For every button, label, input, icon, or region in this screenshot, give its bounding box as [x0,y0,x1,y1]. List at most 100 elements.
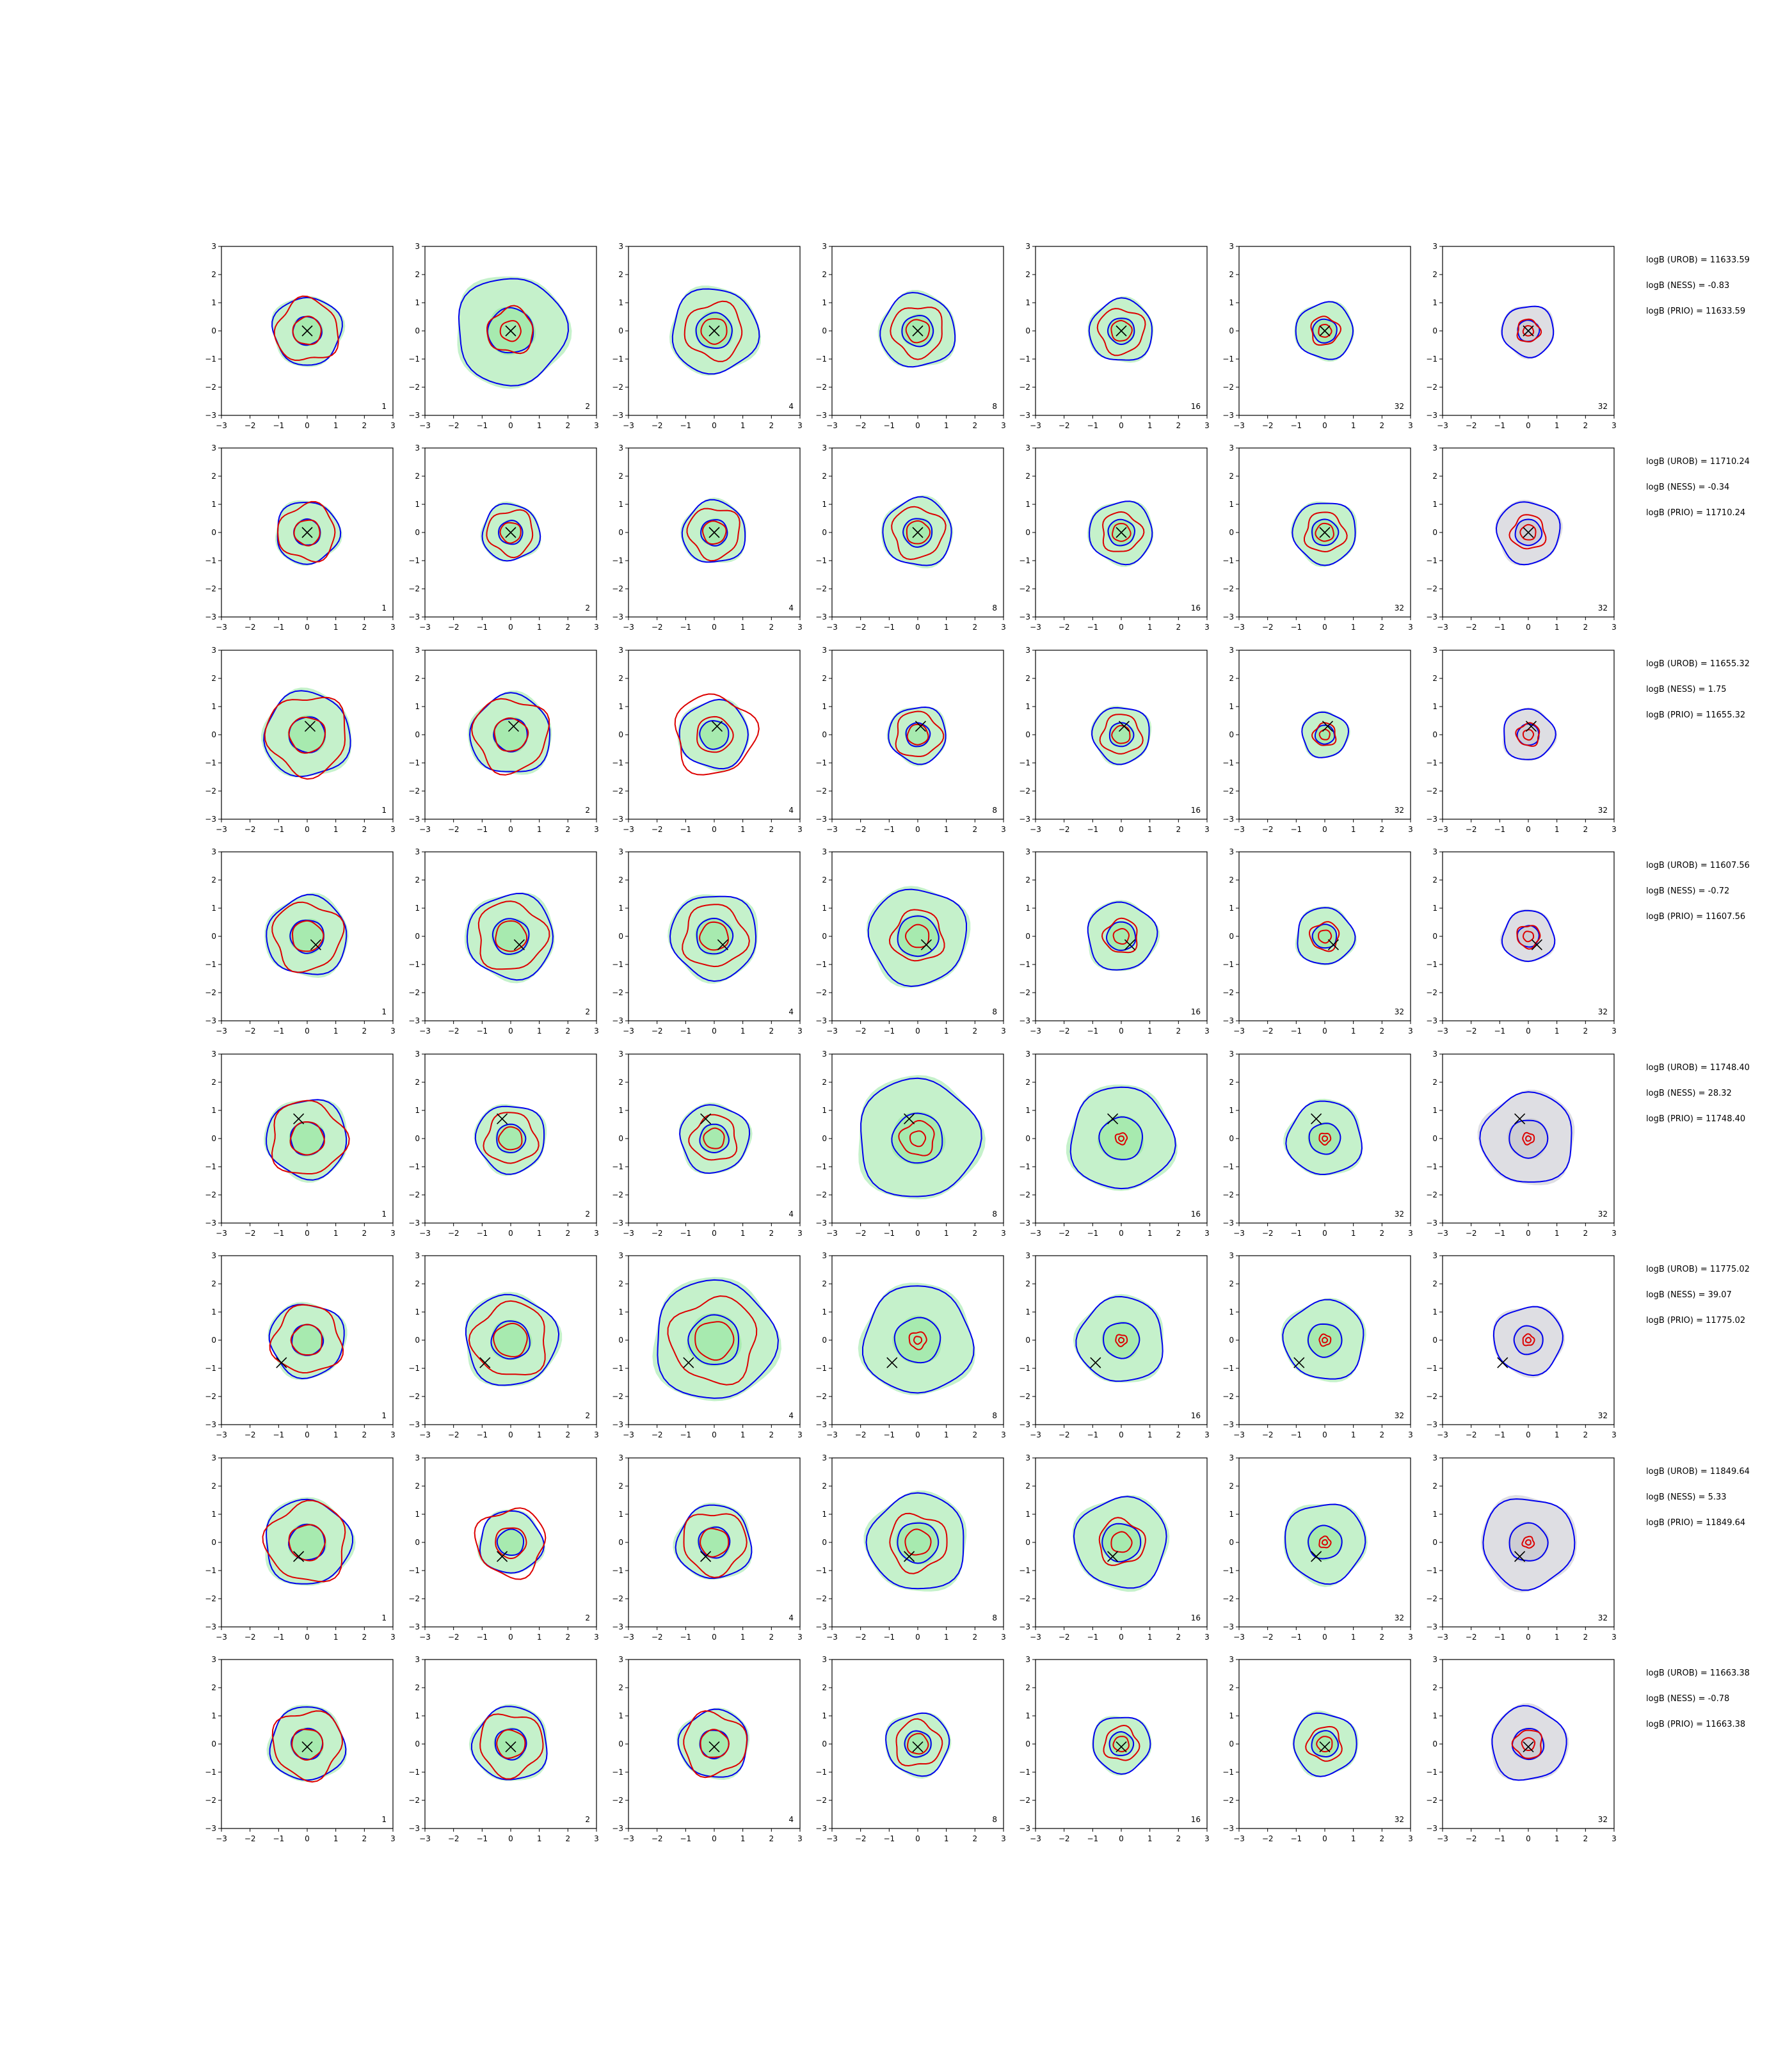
x-tick-label: 1 [1555,1229,1560,1238]
x-tick-label: −3 [1030,1834,1041,1843]
x-tick-label: 3 [390,1027,396,1036]
x-tick-label: −1 [273,1027,284,1036]
density-core [492,716,529,753]
x-tick-label: 3 [1204,1430,1210,1439]
subplot-r1-c3: −3−3 −2 −2 −1 −1 0 0 1 1 2 2 3 3 4 [612,242,803,430]
outer-contour [675,1504,753,1580]
x-tick-label: 0 [305,421,310,430]
outer-core-contour [1105,921,1137,951]
y-tick-label: −2 [408,1796,420,1805]
x-tick-label: 1 [1555,623,1560,632]
inner-contour [468,1300,546,1376]
y-tick-label: 3 [822,444,827,452]
y-tick-label: −3 [205,1219,216,1228]
outer-contour [1088,297,1153,361]
y-tick-label: 1 [1229,1711,1234,1720]
inner-core-contour [904,1528,932,1556]
x-tick-label: −3 [1030,421,1041,430]
outer-core-contour [496,1528,525,1556]
x-tick-label: 2 [1583,1027,1588,1036]
y-tick-label: −2 [408,1594,420,1603]
y-tick-label: 3 [415,847,420,856]
x-tick-label: 0 [1119,1027,1124,1036]
x-marker [708,527,720,538]
x-tick-label: 1 [333,1027,339,1036]
y-tick-label: 0 [1229,1740,1234,1748]
x-tick-label: 2 [1583,1229,1588,1238]
x-marker [700,1113,712,1124]
x-tick-label: −3 [1233,1229,1245,1238]
y-tick-label: 3 [1432,646,1437,655]
x-tick-label: 2 [362,1430,367,1439]
x-tick-label: 3 [797,1229,803,1238]
subplot-r6-c4: −3−3 −2 −2 −1 −1 0 0 1 1 2 2 3 3 8 [815,1251,1006,1439]
y-tick-label: 0 [211,1336,216,1345]
y-tick-label: 1 [822,298,827,307]
density-core [1512,1727,1546,1760]
y-tick-label: 3 [211,242,216,251]
y-tick-label: 2 [415,1683,420,1692]
x-tick-label: 1 [537,1430,542,1439]
x-tick-label: 0 [1526,1027,1531,1036]
subplot-r1-c5: −3−3 −2 −2 −1 −1 0 0 1 1 2 2 3 3 16 [1019,242,1210,430]
y-tick-label: −1 [205,758,216,767]
y-tick-label: 2 [415,270,420,279]
x-tick-label: 2 [973,1834,978,1843]
inner-contour [895,710,945,757]
x-tick-label: 0 [1119,825,1124,834]
inner-contour [1511,1729,1543,1759]
y-tick-label: 0 [1229,1336,1234,1345]
y-tick-label: −3 [205,1824,216,1833]
x-tick-label: 0 [305,1229,310,1238]
y-tick-label: 1 [822,1711,827,1720]
x-tick-label: 1 [740,1633,746,1642]
y-tick-label: −1 [1019,355,1030,364]
x-tick-label: 2 [362,1633,367,1642]
x-tick-label: −3 [1030,825,1041,834]
x-tick-label: 0 [508,1027,513,1036]
column-count-label: 8 [992,1007,997,1016]
x-marker [708,325,720,337]
x-tick-label: 2 [769,623,774,632]
inner-core-contour [904,924,930,948]
y-tick-label: 3 [1432,1050,1437,1059]
x-tick-label: −1 [1290,421,1302,430]
subplot-r7-c3: −3−3 −2 −2 −1 −1 0 0 1 1 2 2 3 3 4 [612,1453,803,1642]
y-tick-label: −3 [612,1016,623,1025]
y-tick-label: −1 [205,1364,216,1373]
inner-contour [271,901,345,973]
outer-contour [885,1712,950,1777]
y-tick-label: 2 [1025,674,1030,683]
x-tick-label: −2 [244,1834,256,1843]
y-tick-label: 0 [1432,528,1437,537]
y-tick-label: −2 [1222,1594,1234,1603]
y-tick-label: 3 [1229,242,1234,251]
column-count-label: 32 [1598,1210,1608,1219]
stat-text: logB (UROB) = 11775.02 [1646,1265,1750,1274]
y-tick-label: 1 [415,702,420,711]
outer-core-contour [897,1522,940,1564]
column-count-label: 32 [1395,1815,1404,1824]
outer-contour [862,1285,975,1394]
inner-contour [1318,1333,1332,1347]
outer-contour [677,1708,748,1778]
x-tick-label: −1 [1494,1229,1505,1238]
y-tick-label: −1 [1222,1364,1234,1373]
x-tick-label: −1 [1087,825,1098,834]
x-tick-label: −1 [1494,1633,1505,1642]
x-tick-label: 0 [915,1633,920,1642]
x-tick-label: 2 [1380,825,1385,834]
y-tick-label: 3 [415,444,420,452]
y-tick-label: −2 [1222,988,1234,997]
stat-text: logB (NESS) = 5.33 [1646,1492,1727,1502]
column-count-label: 4 [788,1210,794,1219]
y-tick-label: 3 [1229,847,1234,856]
column-count-label: 2 [585,1613,590,1622]
x-tick-label: 0 [1526,825,1531,834]
x-tick-label: 2 [1583,1633,1588,1642]
inner-core-contour [499,522,522,544]
outer-contour [1092,1716,1151,1775]
x-marker [301,527,313,538]
y-tick-label: 2 [211,674,216,683]
outer-core-contour [1108,1731,1135,1756]
